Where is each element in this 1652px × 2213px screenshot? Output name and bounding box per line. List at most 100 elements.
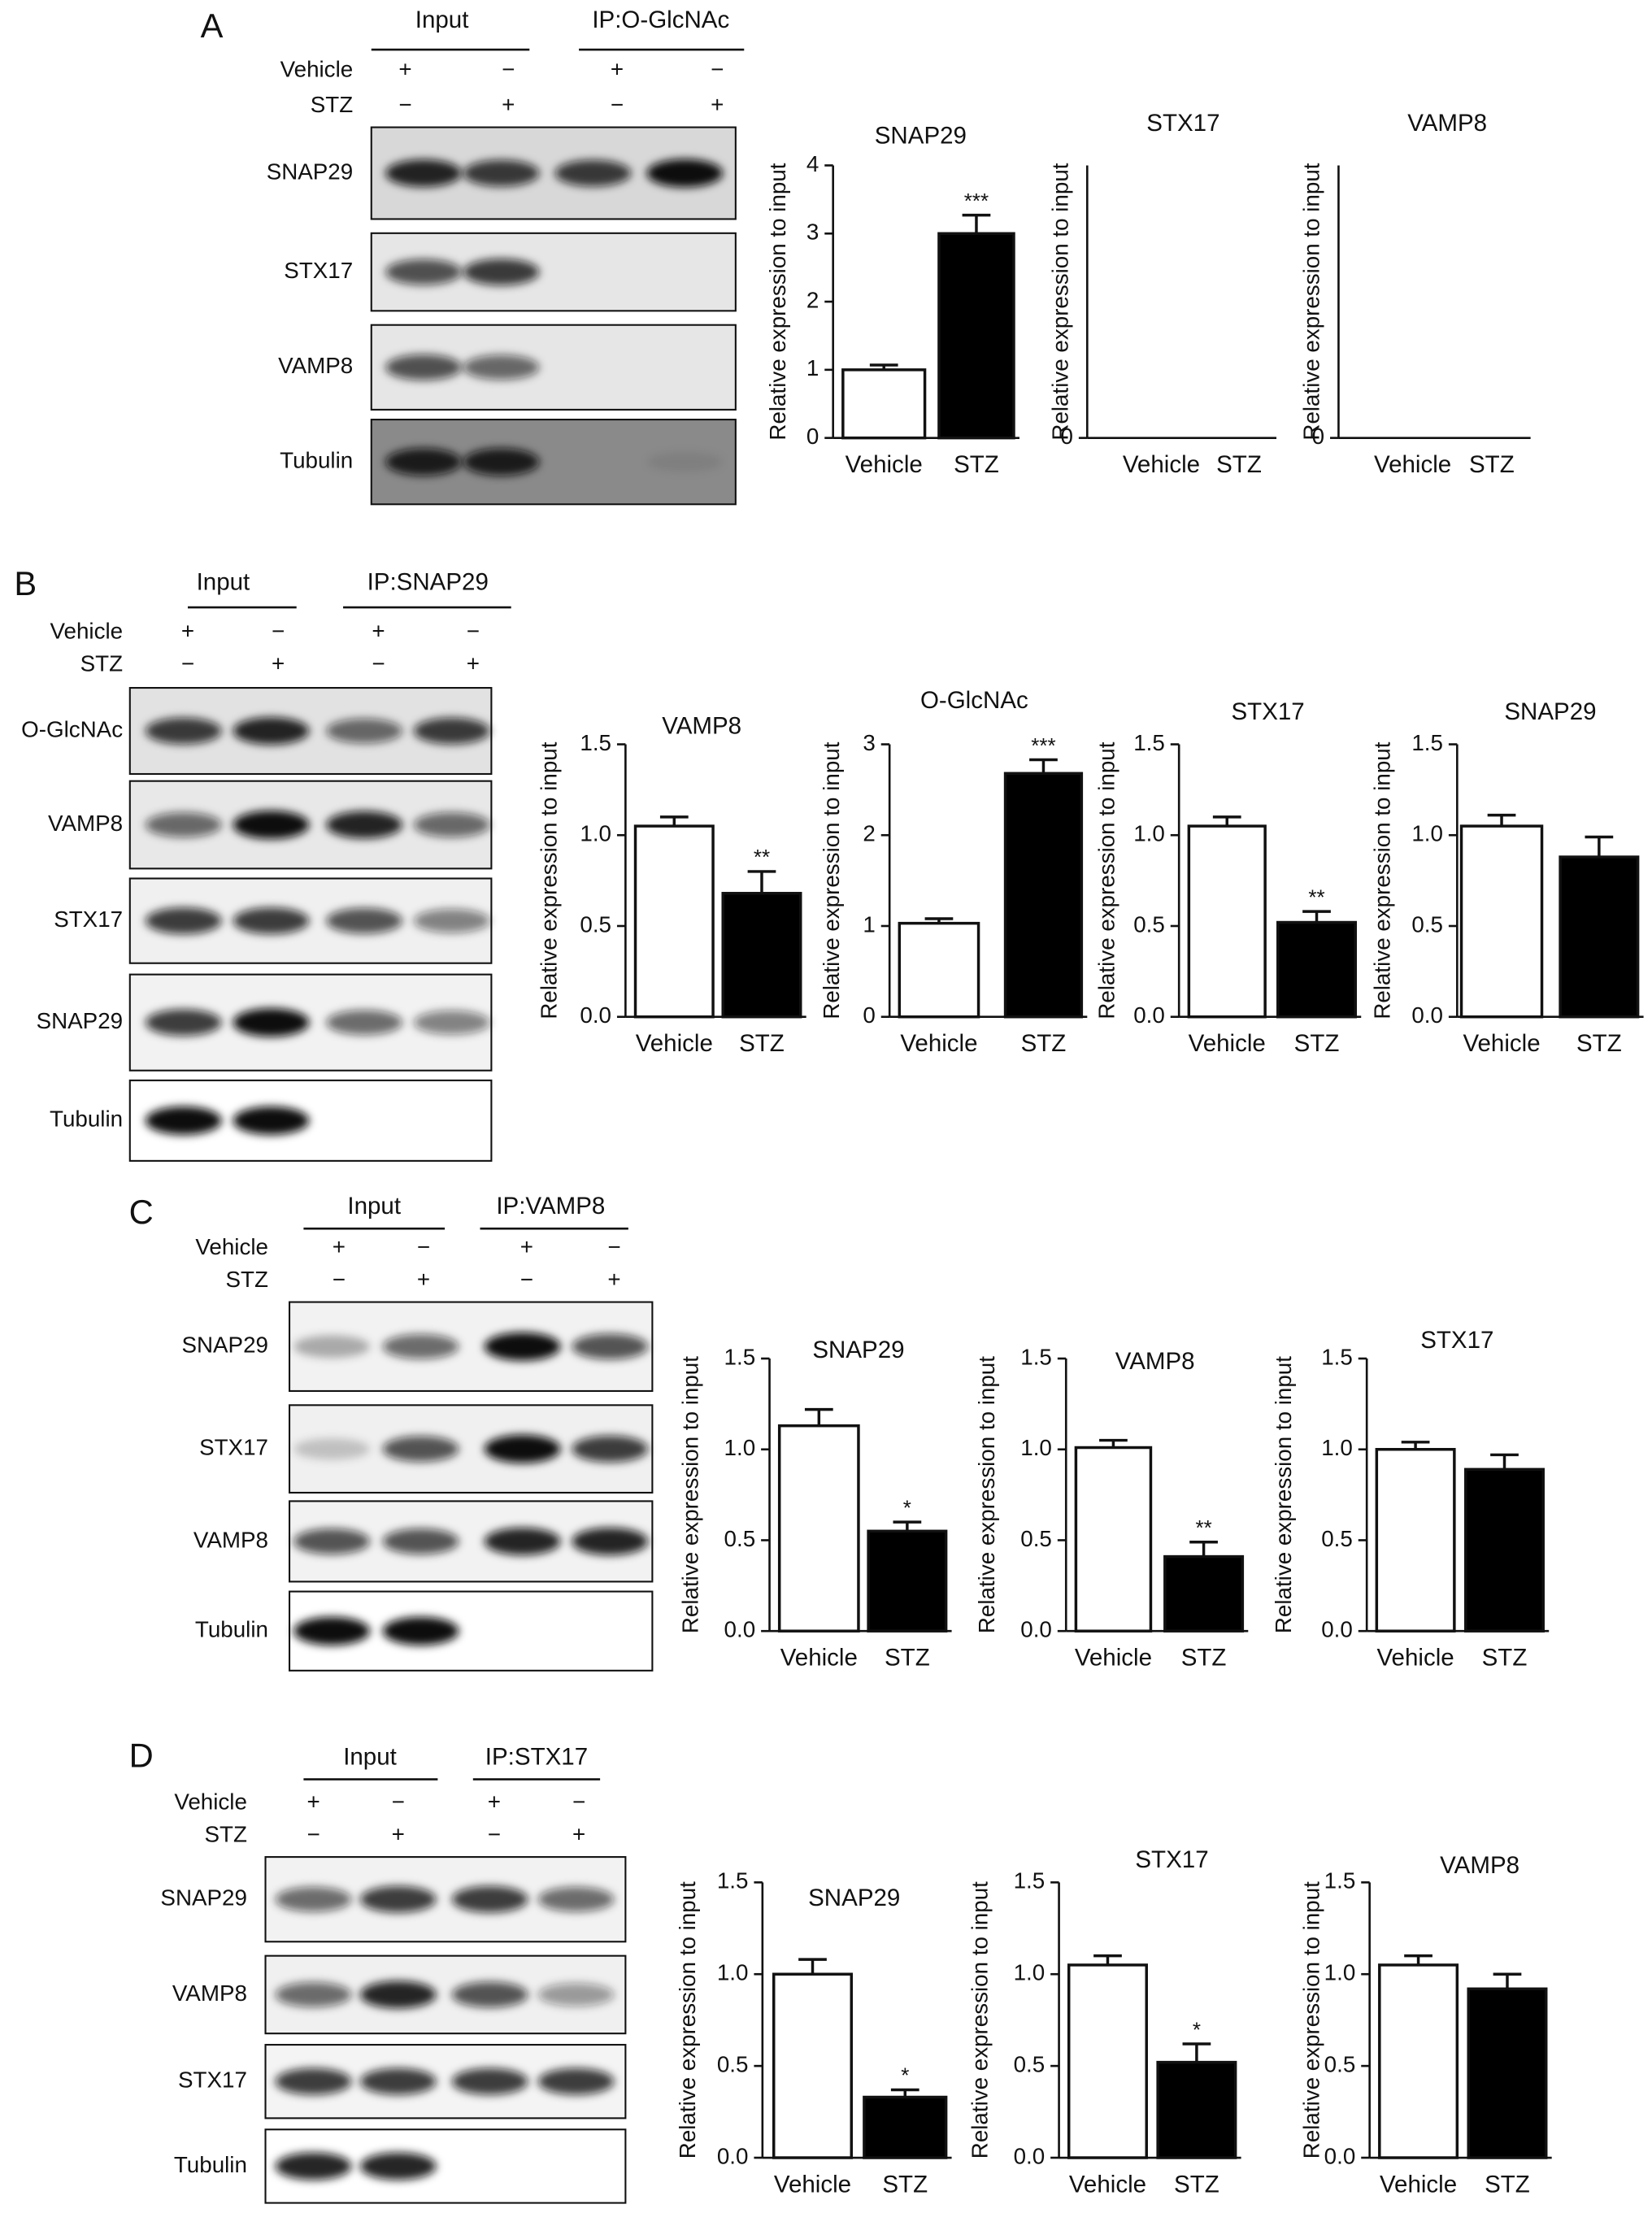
error-bar [1189,1540,1218,1557]
condition-label: Vehicle [50,619,124,644]
blot-band [233,1008,310,1037]
blot-label: VAMP8 [172,1980,247,2006]
y-tick-label: 0.0 [580,1002,611,1028]
y-axis-label: Relative expression to input [1094,741,1119,1019]
y-tick-label: 1 [863,911,875,937]
y-tick-label: 1.5 [1324,1868,1356,1893]
blot-band [484,1528,561,1555]
blot-band [385,259,462,285]
bar [898,921,980,1019]
y-axis-label: Relative expression to input [537,741,562,1019]
blot-label: SNAP29 [181,1333,268,1358]
error-bar [804,1407,833,1426]
x-tick-label: STZ [1485,2172,1530,2198]
group-label: IP:VAMP8 [496,1193,605,1220]
y-tick-label: 3 [863,730,875,755]
chart-title: VAMP8 [1440,1852,1519,1879]
condition-sign: − [502,56,515,81]
blot-label: Tubulin [280,448,353,473]
x-tick-label: STZ [882,2172,928,2198]
error-bar [1182,2042,1211,2063]
blot-band [413,1010,490,1035]
panel-letter: C [129,1193,154,1231]
blot-band [646,451,724,472]
condition-sign: + [392,1821,405,1846]
y-tick-label: 1.0 [580,821,611,846]
error-bar [1093,1954,1122,1965]
x-tick-label: STZ [1021,1030,1067,1057]
blot-band [537,2067,615,2095]
blot-label: O-GlcNAc [21,716,123,741]
y-tick-label: 0.5 [1324,2051,1356,2076]
condition-sign: + [611,56,624,81]
significance: ** [754,845,770,869]
error-bar [1487,813,1516,827]
x-tick-label: Vehicle [1380,2172,1457,2198]
blot-band [382,1616,459,1646]
condition-sign: − [306,1821,320,1846]
error-bar [1029,758,1058,774]
condition-label: Vehicle [174,1789,247,1814]
blot-band [572,1333,649,1360]
y-tick-label: 1.0 [1133,821,1165,846]
blot-band [326,718,402,744]
error-bar [1401,1441,1430,1450]
x-tick-label: Vehicle [636,1030,713,1057]
bar [863,2095,948,2159]
condition-label: Vehicle [280,56,354,81]
y-tick-label: 0.0 [1411,1002,1443,1028]
blot-band [382,1436,459,1462]
blot-band [451,1885,528,1913]
blot-band [646,159,724,188]
significance: ** [1308,885,1324,909]
error-bar [962,213,991,234]
chart-title: SNAP29 [875,123,967,150]
blot-label: STX17 [178,2067,247,2093]
error-bar [924,917,954,924]
y-tick-label: 0.5 [1411,911,1443,937]
y-tick-label: 0.5 [717,2051,749,2076]
bar [777,1424,860,1633]
blot-band [359,1980,437,2009]
significance: * [903,1495,911,1520]
blot-band [537,1886,615,1912]
condition-label: STZ [226,1267,268,1292]
error-bar [1404,1954,1432,1965]
group-label: Input [347,1193,401,1220]
condition-sign: − [488,1821,501,1846]
condition-sign: − [392,1789,405,1814]
chart-title: SNAP29 [808,1885,900,1911]
blot-band [484,1434,561,1463]
condition-sign: − [417,1234,430,1259]
x-tick-label: STZ [1576,1030,1622,1057]
y-axis-label: Relative expression to input [675,1881,700,2159]
condition-sign: − [333,1267,346,1292]
blot-band [463,354,540,380]
blot-band [484,1332,561,1361]
error-bar [1099,1438,1128,1448]
y-tick-label: 1.5 [1411,730,1443,755]
x-tick-label: STZ [1294,1030,1340,1057]
condition-sign: − [272,619,285,644]
blot-band [413,812,490,837]
blot-band [382,1528,459,1554]
y-tick-label: 0.5 [1014,2051,1046,2076]
blot-band [451,1981,528,2008]
y-tick-label: 4 [806,151,819,176]
bar [1156,2060,1237,2159]
y-tick-label: 0.0 [717,2143,749,2168]
condition-sign: + [306,1789,320,1814]
y-tick-label: 1.5 [724,1344,756,1369]
condition-sign: + [333,1234,346,1259]
blot-band [293,1528,371,1554]
blot-label: VAMP8 [278,353,353,378]
y-tick-label: 3 [806,220,819,245]
y-axis-label: Relative expression to input [819,741,844,1019]
error-bar [890,2088,919,2098]
error-bar [1212,815,1241,827]
blot-band [451,2067,528,2095]
group-label: Input [415,7,469,33]
group-label: Input [197,568,250,595]
blot-band [537,1983,615,2006]
